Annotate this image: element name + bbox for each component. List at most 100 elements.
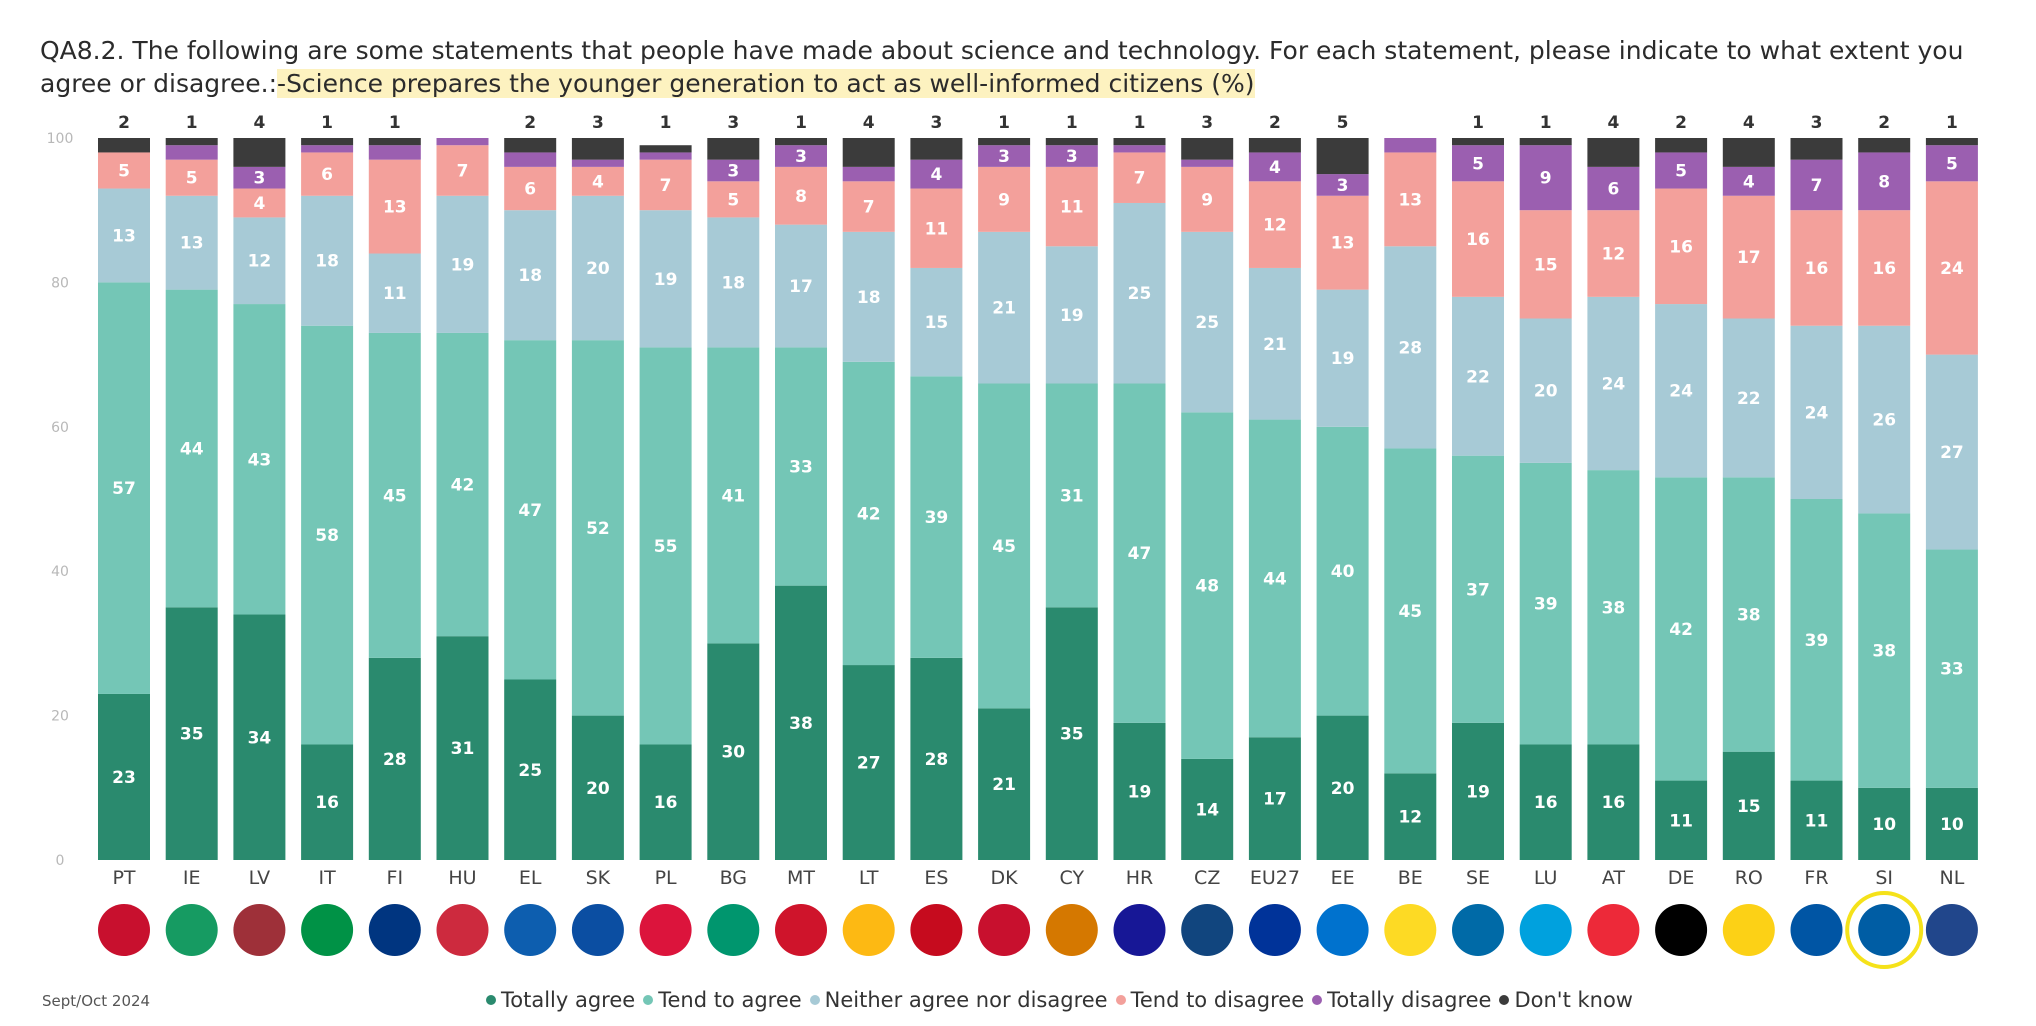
bar-segment-es-neither-agree-nor-disagree	[910, 267, 963, 377]
legend-item: Tend to agree	[643, 988, 802, 1012]
bar-segment-se-neither-agree-nor-disagree	[1452, 296, 1504, 456]
bar-segment-el-don-t-know	[504, 138, 557, 153]
data-label: 16	[1872, 259, 1896, 279]
dont-know-label: 2	[1269, 113, 1281, 133]
data-label: 11	[925, 219, 949, 239]
data-label: 52	[586, 519, 610, 539]
bar-segment-cy-don-t-know	[1045, 138, 1098, 146]
data-label: 45	[992, 537, 1016, 557]
bar-segment-dk-don-t-know	[978, 138, 1031, 146]
dont-know-label: 3	[727, 113, 739, 133]
data-label: 34	[248, 728, 272, 748]
data-label: 12	[1602, 245, 1626, 265]
bar-segment-ie-tend-to-disagree	[165, 159, 218, 196]
x-tick-label: RO	[1735, 867, 1763, 889]
bar-segment-de-neither-agree-nor-disagree	[1655, 304, 1708, 478]
flag-circle	[910, 904, 963, 956]
y-tick-label: 100	[47, 131, 74, 147]
bar-segment-hu-totally-agree	[436, 636, 489, 860]
legend-swatch	[643, 995, 654, 1005]
legend-swatch	[1499, 995, 1510, 1005]
dont-know-label: 1	[795, 113, 807, 133]
bar-segment-si-tend-to-agree	[1858, 513, 1911, 788]
data-label: 6	[321, 165, 333, 185]
data-label: 4	[592, 172, 604, 192]
source-note: Sept/Oct 2024	[42, 992, 151, 1010]
legend-label: Totally disagree	[1327, 988, 1492, 1012]
flag-icon-it	[301, 904, 354, 956]
legend-item: Don't know	[1499, 988, 1633, 1012]
bar-segment-de-don-t-know	[1655, 138, 1708, 153]
bar-segment-hu-totally-disagree	[436, 138, 489, 146]
legend-swatch	[486, 995, 496, 1005]
legend: Totally agree Tend to agree Neither agree …	[486, 988, 1633, 1012]
bar-segment-dk-neither-agree-nor-disagree	[978, 231, 1031, 384]
bar-segment-ee-totally-agree	[1316, 715, 1369, 860]
flag-icon-at	[1587, 904, 1640, 956]
bar-segment-fi-don-t-know	[368, 138, 421, 146]
bar-segment-it-neither-agree-nor-disagree	[301, 195, 354, 326]
bar-segment-hr-neither-agree-nor-disagree	[1113, 202, 1166, 384]
flag-icon-bg	[707, 904, 760, 956]
bar-segment-bg-totally-agree	[707, 643, 760, 860]
legend-swatch	[1115, 995, 1126, 1005]
bar-segment-se-totally-disagree	[1452, 145, 1504, 182]
flag-circle	[1248, 904, 1301, 956]
bar-segment-dk-totally-disagree	[978, 145, 1031, 167]
dont-know-label: 4	[863, 113, 875, 133]
highlight-ring	[1845, 891, 1924, 969]
bar-segment-lt-don-t-know	[842, 138, 895, 167]
bar-segment-fi-tend-to-disagree	[368, 159, 421, 254]
data-label: 14	[1195, 800, 1219, 820]
bar-segment-cz-totally-agree	[1181, 758, 1234, 860]
data-label: 9	[1201, 190, 1213, 210]
y-tick-label: 40	[51, 564, 69, 580]
bar-segment-nl-don-t-know	[1925, 138, 1978, 146]
bar-segment-ro-totally-disagree	[1722, 166, 1775, 196]
flag-icon-se	[1452, 904, 1504, 956]
data-label: 43	[248, 450, 272, 470]
data-label: 4	[253, 194, 265, 214]
data-label: 20	[586, 259, 610, 279]
x-tick-label: SE	[1466, 867, 1490, 889]
flag-circle	[842, 904, 895, 956]
flag-icon-pt	[98, 904, 150, 956]
bar-segment-el-totally-disagree	[504, 152, 557, 167]
data-label: 5	[1675, 161, 1687, 181]
y-tick-label: 60	[51, 420, 69, 436]
data-label: 19	[1128, 782, 1152, 802]
x-tick-label: LU	[1534, 867, 1558, 889]
bar-segment-sk-neither-agree-nor-disagree	[571, 195, 624, 341]
bar-segment-dk-tend-to-agree	[978, 383, 1031, 709]
data-label: 48	[1195, 577, 1219, 597]
data-label: 11	[383, 284, 407, 304]
bar-segment-sk-totally-agree	[571, 715, 624, 860]
data-label: 5	[118, 161, 130, 181]
flag-circle	[1316, 904, 1369, 956]
bar-segment-fr-totally-disagree	[1790, 159, 1843, 211]
bar-segment-ro-tend-to-agree	[1722, 477, 1775, 752]
x-tick-label: BE	[1398, 867, 1423, 889]
bar-segment-eu27-tend-to-agree	[1248, 419, 1301, 738]
bar-segment-si-neither-agree-nor-disagree	[1858, 325, 1911, 514]
bar-segment-hu-tend-to-agree	[436, 332, 489, 637]
dont-know-label: 2	[118, 113, 130, 133]
data-label: 21	[992, 299, 1016, 319]
bar-segment-eu27-don-t-know	[1248, 138, 1301, 153]
flag-icon-lv	[233, 904, 286, 956]
data-label: 4	[1743, 172, 1755, 192]
data-label: 16	[1669, 237, 1693, 257]
bar-segment-pl-totally-disagree	[639, 152, 692, 160]
bar-segment-de-tend-to-agree	[1655, 477, 1708, 781]
data-label: 39	[1534, 595, 1558, 615]
flag-icon-ee	[1316, 904, 1369, 956]
bar-segment-mt-tend-to-agree	[775, 347, 827, 586]
data-label: 23	[112, 768, 136, 788]
data-label: 12	[1263, 216, 1287, 236]
title-prefix: QA8.2. The following are some statements…	[40, 36, 1964, 98]
flag-icon-si	[1858, 904, 1911, 956]
data-label: 25	[1195, 313, 1219, 333]
flag-icon-mt	[775, 904, 827, 956]
x-tick-label: BG	[720, 867, 747, 889]
data-label: 7	[1811, 176, 1823, 196]
